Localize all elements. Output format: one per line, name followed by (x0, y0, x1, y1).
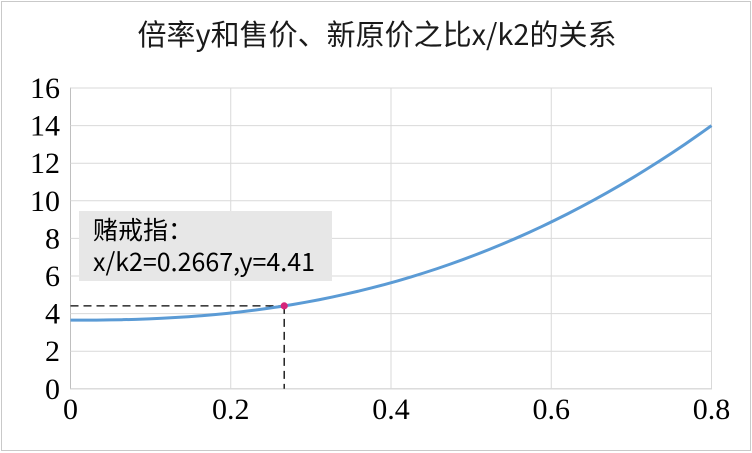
svg-text:2: 2 (45, 335, 60, 368)
svg-text:4: 4 (45, 298, 60, 331)
svg-text:10: 10 (30, 185, 60, 218)
svg-text:0.4: 0.4 (372, 393, 410, 426)
svg-text:16: 16 (30, 72, 60, 105)
svg-text:12: 12 (30, 147, 60, 180)
svg-text:6: 6 (45, 260, 60, 293)
svg-text:14: 14 (30, 110, 60, 143)
svg-text:0.6: 0.6 (533, 393, 571, 426)
svg-text:0: 0 (45, 373, 60, 406)
svg-text:0: 0 (63, 393, 78, 426)
svg-text:8: 8 (45, 222, 60, 255)
svg-text:0.2: 0.2 (212, 393, 250, 426)
svg-text:0.8: 0.8 (693, 393, 731, 426)
